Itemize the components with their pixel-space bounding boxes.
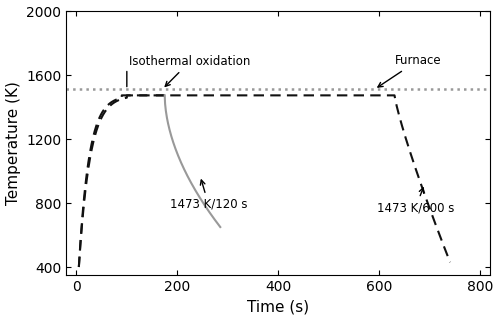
- Y-axis label: Temperature (K): Temperature (K): [6, 81, 20, 205]
- Text: 1473 K/120 s: 1473 K/120 s: [170, 180, 248, 211]
- Text: Isothermal oxidation: Isothermal oxidation: [130, 55, 250, 86]
- X-axis label: Time (s): Time (s): [248, 300, 310, 315]
- Text: Furnace: Furnace: [378, 54, 441, 87]
- Text: 1473 K/600 s: 1473 K/600 s: [377, 188, 454, 214]
